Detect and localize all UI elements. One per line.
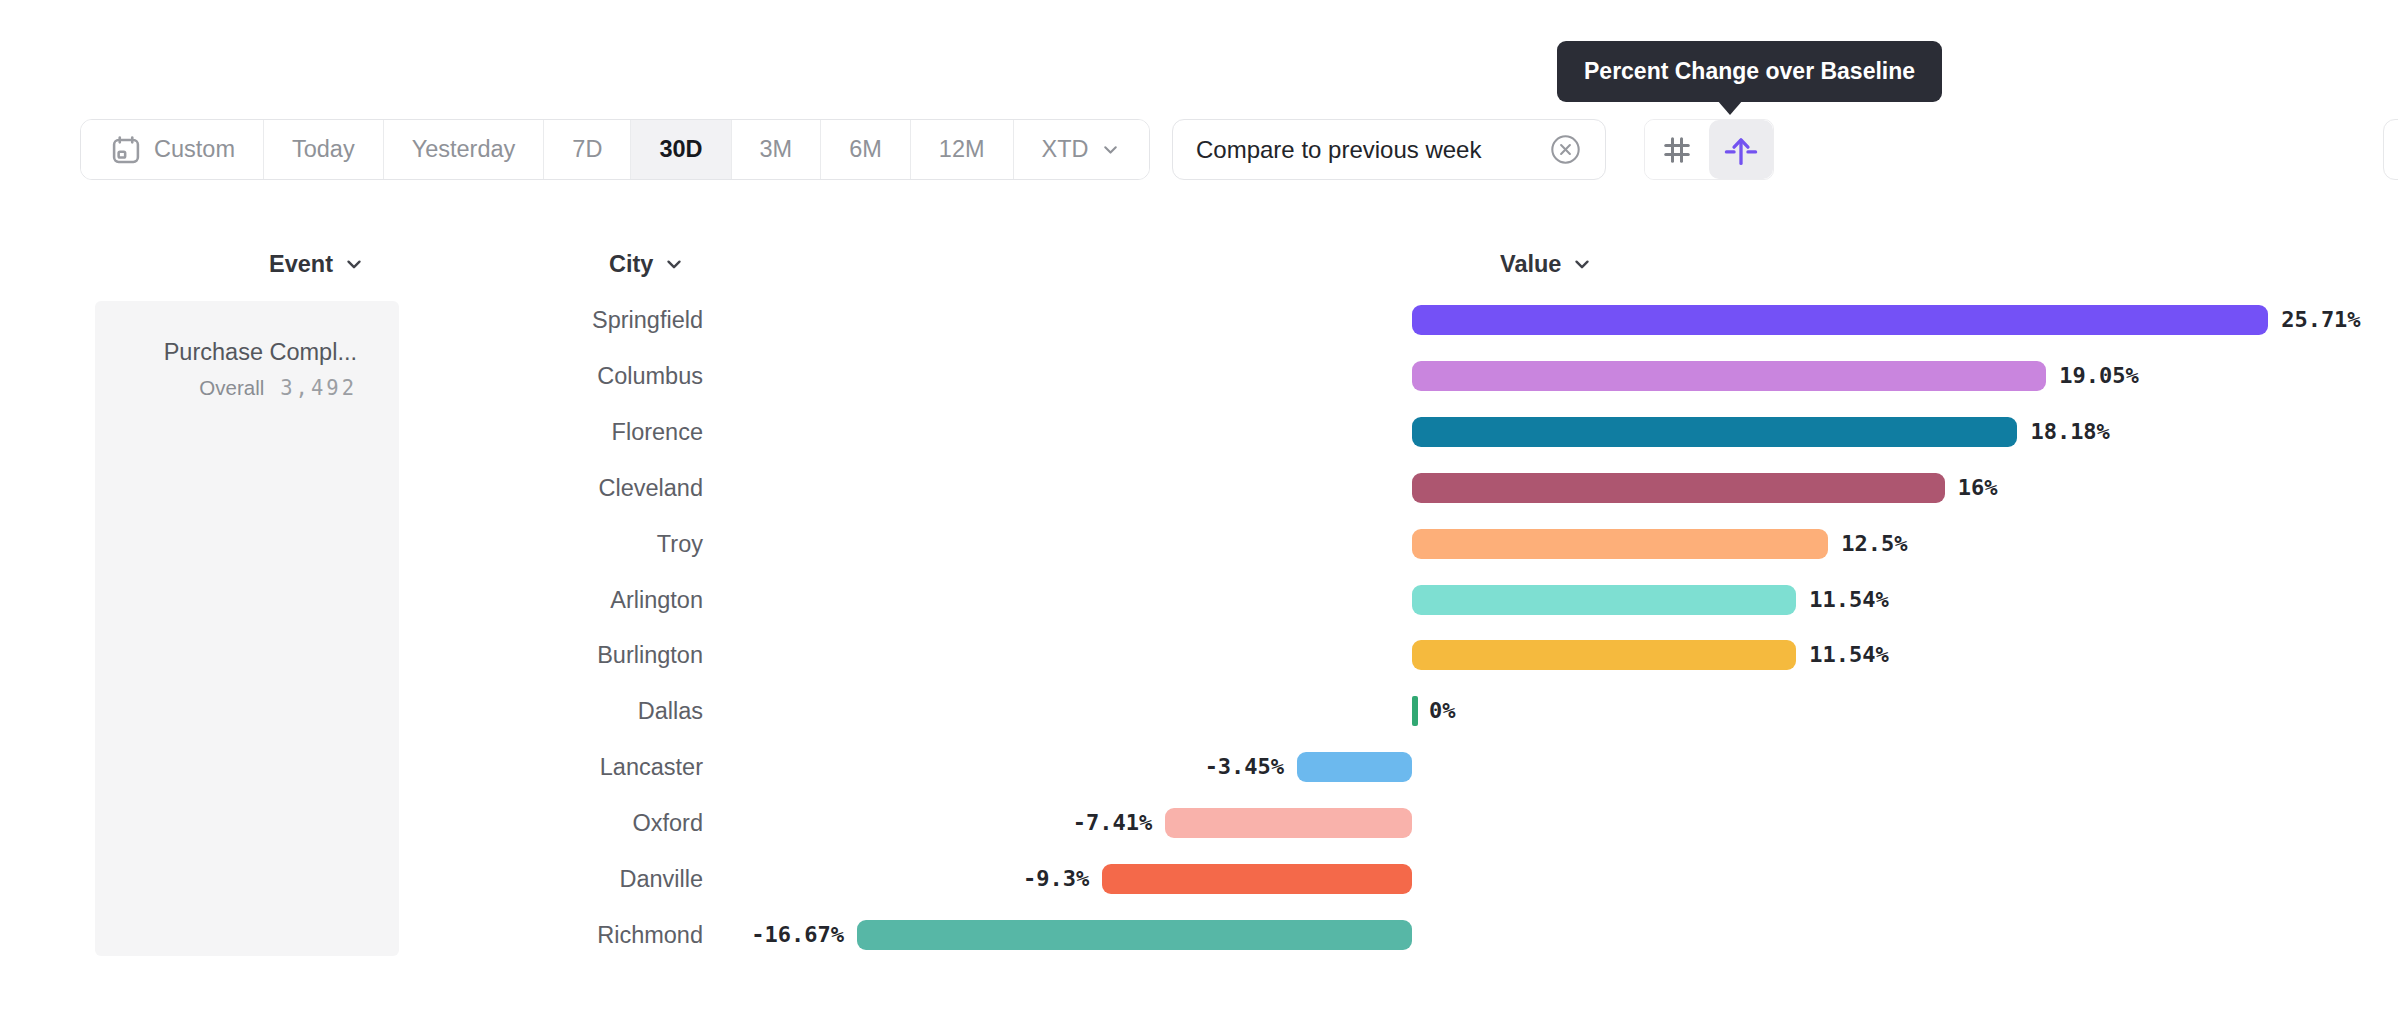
compare-chip[interactable]: Compare to previous week xyxy=(1172,119,1606,180)
date-range-today[interactable]: Today xyxy=(264,120,384,179)
circle-x-icon[interactable] xyxy=(1549,133,1582,166)
chart-row: Arlington 11.54% xyxy=(0,585,2398,615)
chevron-down-icon xyxy=(1100,139,1121,160)
chart-row: Burlington 11.54% xyxy=(0,640,2398,670)
bar-positive[interactable] xyxy=(1412,529,1828,559)
tooltip-text: Percent Change over Baseline xyxy=(1584,58,1915,85)
city-label: Columbus xyxy=(380,361,703,391)
value-label: 11.54% xyxy=(1809,585,1888,615)
bar-zero-tick[interactable] xyxy=(1412,696,1418,726)
city-label: Arlington xyxy=(380,585,703,615)
chevron-down-icon xyxy=(343,253,365,275)
value-display-toggle xyxy=(1644,119,1774,180)
value-label: -7.41% xyxy=(0,808,1152,838)
chart-row: Dallas 0% xyxy=(0,696,2398,726)
chart-row: Cleveland 16% xyxy=(0,473,2398,503)
bar-negative[interactable] xyxy=(1297,752,1412,782)
bar-positive[interactable] xyxy=(1412,361,2046,391)
bar-negative[interactable] xyxy=(1102,864,1412,894)
bar-negative[interactable] xyxy=(1165,808,1412,838)
hash-icon xyxy=(1659,132,1695,168)
tooltip-arrow xyxy=(1717,100,1743,115)
number-format-view-button[interactable] xyxy=(1645,120,1709,179)
cropped-right-control[interactable] xyxy=(2383,119,2398,180)
value-label: 16% xyxy=(1958,473,1998,503)
value-label: 19.05% xyxy=(2059,361,2138,391)
date-range-12m[interactable]: 12M xyxy=(911,120,1014,179)
bar-positive[interactable] xyxy=(1412,640,1796,670)
calendar-icon xyxy=(109,133,143,167)
value-label: -3.45% xyxy=(0,752,1284,782)
chart-row: Florence 18.18% xyxy=(0,417,2398,447)
value-label: 0% xyxy=(1429,696,1456,726)
chevron-down-icon xyxy=(663,253,685,275)
city-label: Dallas xyxy=(380,696,703,726)
chart-mode-tooltip: Percent Change over Baseline xyxy=(1557,41,1942,102)
column-header-value[interactable]: Value xyxy=(1500,248,1593,280)
chart-row: Troy 12.5% xyxy=(0,529,2398,559)
chevron-down-icon xyxy=(1571,253,1593,275)
arrow-up-baseline-icon xyxy=(1722,131,1760,169)
city-label: Springfield xyxy=(380,305,703,335)
city-label: Cleveland xyxy=(380,473,703,503)
chart-row: Oxford-7.41% xyxy=(0,808,2398,838)
bar-positive[interactable] xyxy=(1412,305,2268,335)
value-label: 25.71% xyxy=(2281,305,2360,335)
value-label: -9.3% xyxy=(0,864,1089,894)
chart-row: Springfield 25.71% xyxy=(0,305,2398,335)
city-label: Burlington xyxy=(380,640,703,670)
analytics-dashboard: Percent Change over Baseline Custom Toda… xyxy=(0,0,2398,1022)
chart-row: Columbus 19.05% xyxy=(0,361,2398,391)
city-label: Florence xyxy=(380,417,703,447)
date-range-7d[interactable]: 7D xyxy=(544,120,631,179)
value-label: 18.18% xyxy=(2030,417,2109,447)
date-range-3m[interactable]: 3M xyxy=(732,120,822,179)
date-range-30d[interactable]: 30D xyxy=(631,120,731,179)
chart-row: Lancaster-3.45% xyxy=(0,752,2398,782)
date-range-yesterday[interactable]: Yesterday xyxy=(384,120,545,179)
date-range-picker: Custom Today Yesterday 7D 30D 3M 6M 12M … xyxy=(80,119,1150,180)
city-label: Troy xyxy=(380,529,703,559)
date-range-xtd[interactable]: XTD xyxy=(1014,120,1149,179)
bar-negative[interactable] xyxy=(857,920,1412,950)
column-header-event[interactable]: Event xyxy=(269,248,365,280)
event-card[interactable]: Purchase Compl... Overall 3,492 xyxy=(95,301,399,956)
percent-change-view-button[interactable] xyxy=(1709,120,1773,179)
compare-chip-label: Compare to previous week xyxy=(1196,136,1481,164)
bar-positive[interactable] xyxy=(1412,417,2017,447)
date-range-6m[interactable]: 6M xyxy=(821,120,911,179)
column-header-city[interactable]: City xyxy=(609,248,685,280)
value-label: 12.5% xyxy=(1841,529,1907,559)
value-label: -16.67% xyxy=(0,920,844,950)
date-range-custom[interactable]: Custom xyxy=(81,120,264,179)
value-label: 11.54% xyxy=(1809,640,1888,670)
bar-positive[interactable] xyxy=(1412,473,1945,503)
bar-positive[interactable] xyxy=(1412,585,1796,615)
chart-row: Richmond-16.67% xyxy=(0,920,2398,950)
chart-row: Danville-9.3% xyxy=(0,864,2398,894)
